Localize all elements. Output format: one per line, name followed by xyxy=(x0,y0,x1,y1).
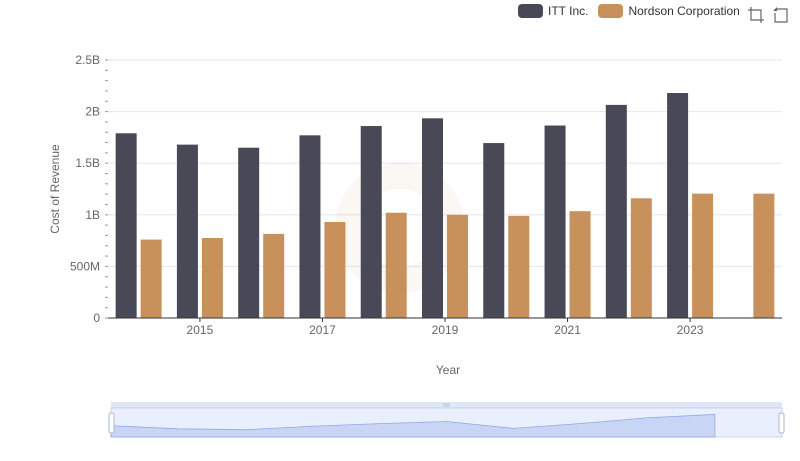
bar-itt-inc--2020[interactable] xyxy=(483,143,505,318)
bar-nordson-corporation-2015[interactable] xyxy=(201,238,223,318)
legend-item-nordson[interactable]: Nordson Corporation xyxy=(598,4,740,18)
zoom-handle-left[interactable] xyxy=(108,412,115,434)
bars-group xyxy=(115,93,775,318)
x-tick-label: 2017 xyxy=(309,323,336,337)
bar-nordson-corporation-2023[interactable] xyxy=(692,193,714,318)
bar-itt-inc--2022[interactable] xyxy=(605,104,627,318)
bar-itt-inc--2021[interactable] xyxy=(544,125,566,318)
bar-nordson-corporation-2017[interactable] xyxy=(324,222,346,318)
legend-swatch-itt xyxy=(518,4,543,18)
x-tick-label: 2015 xyxy=(187,323,214,337)
x-axis-label: Year xyxy=(436,363,460,377)
y-tick-label: 2.5B xyxy=(75,53,100,67)
zoom-series-area xyxy=(110,414,716,438)
bar-itt-inc--2023[interactable] xyxy=(667,93,689,318)
y-tick-label: 1B xyxy=(85,208,100,222)
bar-itt-inc--2017[interactable] xyxy=(299,135,321,318)
x-tick-label: 2019 xyxy=(432,323,459,337)
y-tick-label: 500M xyxy=(70,259,100,273)
restore-icon[interactable] xyxy=(772,6,790,24)
x-axis-ticks: 2015 2017 2019 2021 2023 xyxy=(187,318,704,337)
bar-nordson-corporation-2022[interactable] xyxy=(630,198,652,318)
bar-itt-inc--2015[interactable] xyxy=(176,144,198,318)
bar-nordson-corporation-2021[interactable] xyxy=(569,211,591,318)
legend-item-itt[interactable]: ITT Inc. xyxy=(518,4,588,18)
y-tick-label: 2B xyxy=(85,105,100,119)
bar-itt-inc--2016[interactable] xyxy=(238,147,260,318)
legend: ITT Inc. Nordson Corporation xyxy=(518,4,750,18)
y-tick-label: 0 xyxy=(93,311,100,325)
y-tick-label: 1.5B xyxy=(75,156,100,170)
bar-itt-inc--2014[interactable] xyxy=(115,133,137,318)
bar-itt-inc--2018[interactable] xyxy=(360,126,382,318)
y-axis-label: Cost of Revenue xyxy=(48,144,62,234)
legend-label-nordson: Nordson Corporation xyxy=(628,4,740,18)
bar-nordson-corporation-2024[interactable] xyxy=(753,193,775,318)
bar-nordson-corporation-2014[interactable] xyxy=(140,239,162,318)
bar-nordson-corporation-2020[interactable] xyxy=(508,215,530,318)
zoom-handle-right[interactable] xyxy=(778,412,785,434)
bar-nordson-corporation-2018[interactable] xyxy=(385,212,407,318)
x-tick-label: 2023 xyxy=(677,323,704,337)
zoom-drag-grip[interactable] xyxy=(443,403,450,407)
legend-label-itt: ITT Inc. xyxy=(548,4,589,18)
y-axis-ticks: 0 500M 1B 1.5B 2B 2.5B xyxy=(70,53,108,325)
bar-nordson-corporation-2016[interactable] xyxy=(263,233,285,318)
bar-nordson-corporation-2019[interactable] xyxy=(447,214,468,318)
zoom-icon[interactable] xyxy=(747,6,765,24)
legend-swatch-nordson xyxy=(598,4,624,18)
bar-itt-inc--2019[interactable] xyxy=(422,118,443,318)
data-zoom-slider[interactable] xyxy=(108,402,785,438)
x-tick-label: 2021 xyxy=(554,323,581,337)
